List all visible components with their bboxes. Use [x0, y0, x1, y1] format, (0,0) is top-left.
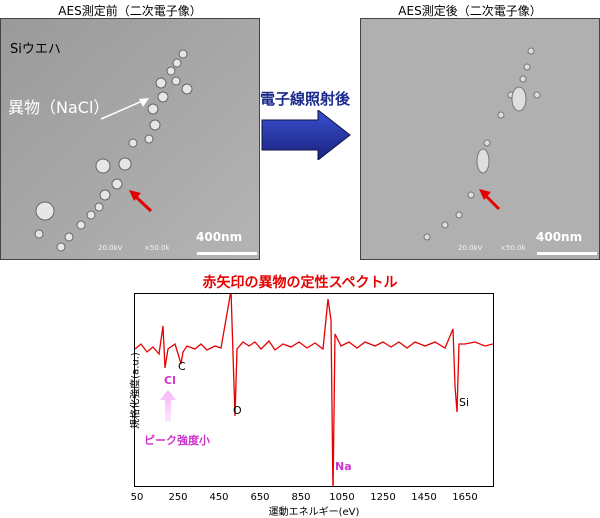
- left-meta-kv: 20.0kV: [98, 244, 123, 252]
- x-tick: 1450: [411, 492, 437, 503]
- right-meta-mag: ×50.0k: [500, 244, 526, 252]
- spectrum-title: 赤矢印の異物の定性スペクトル: [202, 275, 398, 291]
- right-sem-image: [360, 18, 600, 260]
- left-scale-label: 400nm: [196, 230, 243, 244]
- spectrum-line: [134, 289, 494, 495]
- x-tick: 50: [130, 492, 144, 503]
- x-tick: 650: [250, 492, 270, 503]
- x-tick: 1650: [452, 492, 478, 503]
- left-sem-image: [0, 18, 260, 260]
- peak-label-si: Si: [459, 396, 470, 409]
- peak-label-c: C: [178, 360, 186, 373]
- weak-peak-arrow-icon: [160, 390, 176, 422]
- x-tick: 250: [168, 492, 188, 503]
- left-sem-caption: AES測定前（二次電子像）: [58, 4, 202, 18]
- x-tick: 850: [291, 492, 311, 503]
- spectrum-plot: [134, 289, 494, 495]
- weak-peak-note: ピーク強度小: [144, 434, 210, 447]
- peak-label-cl: Cl: [164, 374, 176, 387]
- irradiation-label: 電子線照射後: [259, 90, 350, 108]
- process-arrow-icon: [261, 110, 351, 160]
- sample-label: Siウエハ: [10, 42, 61, 57]
- right-scale-label: 400nm: [536, 230, 583, 244]
- right-meta-kv: 20.0kV: [458, 244, 483, 252]
- y-axis-label: 規格化強度(a.u.): [130, 352, 142, 429]
- x-tick: 1050: [329, 492, 355, 503]
- x-tick: 1250: [370, 492, 396, 503]
- right-sem-caption: AES測定後（二次電子像）: [398, 4, 542, 18]
- peak-label-na: Na: [335, 460, 352, 473]
- particle-label: 異物（NaCl）: [8, 98, 110, 117]
- left-meta-mag: ×50.0k: [144, 244, 170, 252]
- x-axis-label: 運動エネルギー(eV): [268, 507, 360, 518]
- peak-label-o: O: [233, 404, 242, 417]
- x-tick: 450: [209, 492, 229, 503]
